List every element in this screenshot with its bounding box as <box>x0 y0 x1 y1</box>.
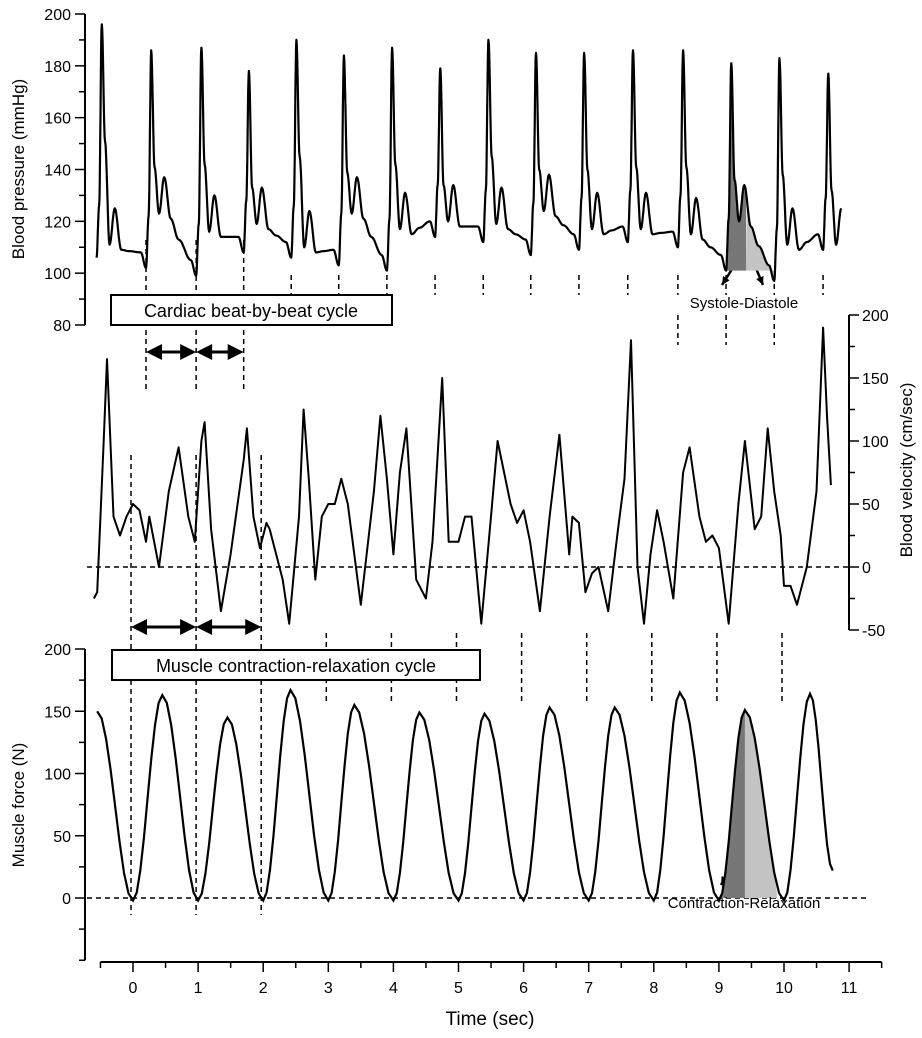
muscle-cycle-arrow-head <box>180 619 197 635</box>
x-tick-label: 9 <box>714 980 723 997</box>
x-tick-label: 3 <box>324 980 333 997</box>
blood-pressure-line <box>95 23 843 282</box>
series <box>93 23 843 903</box>
velocity-tick-label: 200 <box>862 308 889 325</box>
cardiac-cycle-arrow-head <box>196 344 213 360</box>
x-tick-label: 4 <box>389 980 398 997</box>
muscle-cycle-box <box>111 649 481 681</box>
systole-diastole-label: Systole-Diastole <box>690 295 798 312</box>
blood-velocity-line <box>93 326 832 625</box>
diastole-arrow-head <box>756 276 764 285</box>
cardiac-cycle-arrow-head <box>146 344 163 360</box>
x-tick-label: 10 <box>775 980 793 997</box>
muscle-cycle-arrow-head <box>131 619 147 635</box>
velocity-tick-label: -50 <box>862 623 885 640</box>
velocity-tick-label: 0 <box>862 560 871 577</box>
systole-arrow-head <box>722 276 730 285</box>
force-tick-label: 150 <box>44 704 71 721</box>
cardiac-cycle-arrow-head <box>227 344 244 360</box>
muscle-cycle-arrow-head <box>196 619 213 635</box>
x-tick-label: 11 <box>841 980 858 997</box>
bp-tick-label: 160 <box>44 111 71 128</box>
force-tick-label: 200 <box>44 642 71 659</box>
velocity-tick-label: 100 <box>862 434 889 451</box>
cardiac-cycle-arrow-head <box>180 344 197 360</box>
muscle-force-line <box>96 687 834 903</box>
bp-tick-label: 80 <box>53 318 71 335</box>
muscle-cycle-label: Muscle contraction-relaxation cycle <box>156 656 436 676</box>
axes: 80 100 120 140 160 180 200 -50 0 50 100 150 200 0 50 10… <box>44 7 889 972</box>
contraction-relaxation-label: Contraction-Relaxation <box>668 895 821 912</box>
diastole-shading <box>746 197 775 281</box>
bp-tick-label: 200 <box>44 7 71 24</box>
x-tick-label: 0 <box>129 980 138 997</box>
cardiac-cycle-box <box>110 294 393 326</box>
velocity-axis-label: Blood velocity (cm/sec) <box>897 383 916 558</box>
x-tick-label: 1 <box>194 980 203 997</box>
bp-tick-label: 140 <box>44 163 71 180</box>
force-tick-label: 100 <box>44 767 71 784</box>
force-tick-label: 0 <box>62 891 71 908</box>
x-tick-label: 7 <box>584 980 593 997</box>
force-tick-label: 50 <box>53 829 71 846</box>
x-tick-label: 8 <box>649 980 658 997</box>
x-tick-label: 6 <box>519 980 528 997</box>
velocity-tick-label: 150 <box>862 371 889 388</box>
velocity-tick-label: 50 <box>862 497 880 514</box>
x-tick-labels: 0 1 2 3 4 5 6 7 8 9 10 11 <box>129 980 858 997</box>
x-tick-label: 2 <box>259 980 268 997</box>
cardiac-cycle-label: Cardiac beat-by-beat cycle <box>144 301 358 321</box>
bp-tick-label: 100 <box>44 266 71 283</box>
force-axis-label: Muscle force (N) <box>9 743 28 868</box>
bp-axis-label: Blood pressure (mmHg) <box>9 79 28 259</box>
relaxation-shading <box>744 710 778 898</box>
x-tick-label: 5 <box>454 980 463 997</box>
bp-tick-label: 120 <box>44 214 71 231</box>
x-axis-label: Time (sec) <box>445 1009 534 1030</box>
bp-tick-label: 180 <box>44 59 71 76</box>
muscle-cycle-arrow-head <box>245 619 262 635</box>
